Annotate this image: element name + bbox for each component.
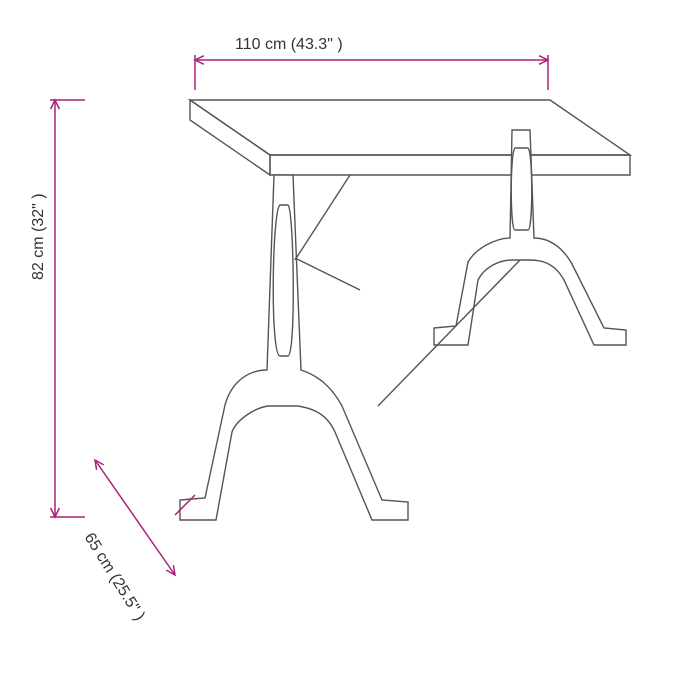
- table-side-edge: [190, 100, 270, 175]
- table-dimension-diagram: [0, 0, 700, 700]
- right-leg-outline: [434, 130, 626, 345]
- width-dimension-label: 110 cm (43.3" ): [235, 36, 343, 54]
- cross-braces: [295, 175, 520, 406]
- height-dimension-label: 82 cm (32" ): [30, 193, 48, 280]
- left-leg-outline: [180, 175, 408, 520]
- table-top-surface: [190, 100, 630, 155]
- table-front-edge: [270, 155, 630, 175]
